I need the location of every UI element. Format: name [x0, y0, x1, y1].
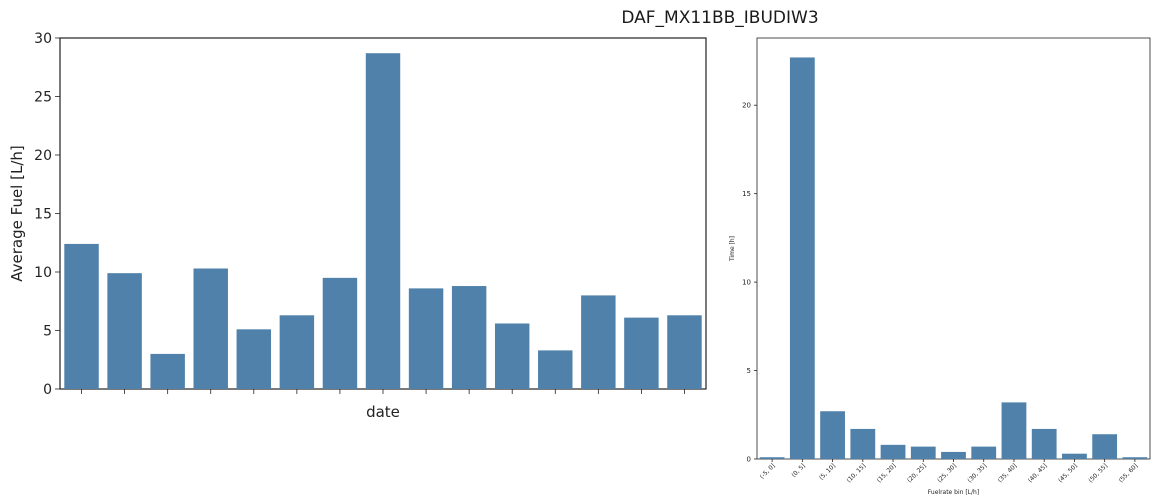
bar [150, 353, 185, 389]
x-tick-label: (55, 60] [1118, 462, 1140, 484]
y-tick-label: 30 [34, 31, 52, 47]
bar [193, 268, 228, 389]
x-tick-label: (-5, 0] [759, 462, 777, 480]
avg-fuel-chart: 0 5 10 15 20 25 30 date Average Fuel [L/h] [8, 31, 707, 421]
x-tick-label: (35, 40] [997, 462, 1019, 484]
x-tick-label: (50, 55] [1087, 462, 1109, 484]
bar [667, 315, 702, 389]
bar [1031, 428, 1057, 459]
bar [789, 57, 815, 460]
bar [365, 53, 401, 390]
y-tick-label: 5 [747, 367, 751, 375]
x-tick-label: (20, 25] [906, 462, 928, 484]
bar [107, 273, 142, 389]
bar [451, 286, 487, 389]
y-tick-label: 15 [742, 190, 751, 198]
bar [64, 243, 99, 389]
y-tick-label: 20 [34, 148, 52, 164]
bar [624, 317, 659, 389]
bar [820, 411, 845, 459]
bar [1001, 402, 1027, 459]
figure-title: DAF_MX11BB_IBUDIW3 [621, 8, 819, 28]
bar [971, 446, 997, 459]
bar [408, 288, 444, 389]
y-tick-label: 0 [747, 455, 751, 463]
y-tick-label: 20 [742, 102, 751, 110]
bar [941, 451, 966, 459]
bar [322, 277, 358, 389]
y-tick-label: 0 [43, 382, 52, 398]
x-tick-label: (10, 15] [845, 462, 867, 484]
x-tick-label: (15, 20] [876, 462, 898, 484]
bar [759, 457, 785, 459]
bar [538, 350, 573, 389]
bar [1062, 453, 1087, 459]
y-tick-label: 10 [742, 279, 751, 287]
y-axis-label: Average Fuel [L/h] [8, 145, 26, 281]
fuelrate-histogram-chart: 0 5 10 15 20 (-5, 0] (0, 5] (5, 10] (10, 15] (15,… [729, 37, 1151, 496]
y-axis-label: Time [h] [729, 236, 736, 262]
y-tick-label: 15 [34, 206, 52, 222]
bar [581, 295, 616, 389]
x-tick-label: (30, 35] [966, 462, 988, 484]
x-tick-label: (25, 30] [936, 462, 958, 484]
bar [1122, 457, 1148, 459]
bar [279, 315, 315, 389]
x-tick-label: (40, 45] [1027, 462, 1049, 484]
y-tick-label: 5 [43, 323, 52, 339]
x-axis-label: Fuelrate bin [L/h] [928, 489, 979, 496]
bar [850, 428, 876, 459]
x-axis-label: date [366, 403, 400, 421]
y-tick-label: 25 [34, 89, 52, 105]
bar [910, 446, 936, 459]
bar [1092, 434, 1118, 459]
bar [494, 323, 530, 389]
bar [236, 329, 272, 389]
y-tick-label: 10 [34, 265, 52, 281]
x-tick-label: (0, 5] [790, 462, 806, 478]
x-tick-label: (5, 10] [818, 462, 837, 481]
x-tick-label: (45, 50] [1057, 462, 1079, 484]
axes-frame [756, 37, 1151, 460]
bar [880, 444, 906, 459]
